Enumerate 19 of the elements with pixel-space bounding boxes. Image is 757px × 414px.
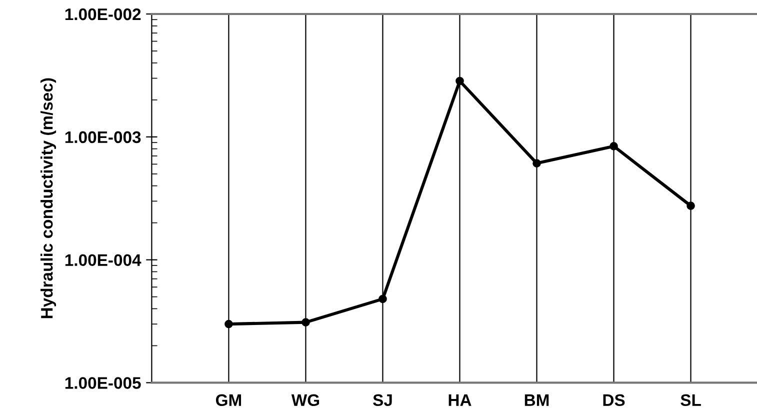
point [224, 320, 233, 328]
y-tick-label: 1.00E-005 [65, 377, 141, 389]
y-axis-title: Hydraulic conductivity (m/sec) [40, 78, 56, 318]
x-tick-label: WG [291, 394, 320, 406]
point [610, 142, 618, 150]
x-tick-label: SJ [373, 394, 392, 406]
point [532, 159, 541, 168]
y-tick-label: 1.00E-004 [65, 254, 142, 266]
point [686, 202, 695, 210]
point [456, 76, 464, 86]
x-tick-label: HA [448, 394, 472, 406]
y-tick-label: 1.00E-003 [65, 131, 141, 144]
x-tick-label: BM [524, 394, 549, 406]
point [302, 318, 310, 326]
point [378, 294, 387, 304]
x-tick-label: GM [216, 394, 242, 406]
y-tick-label: 1.00E-002 [65, 8, 141, 20]
x-tick-label: DS [603, 394, 625, 406]
x-tick-label: SL [680, 394, 701, 406]
